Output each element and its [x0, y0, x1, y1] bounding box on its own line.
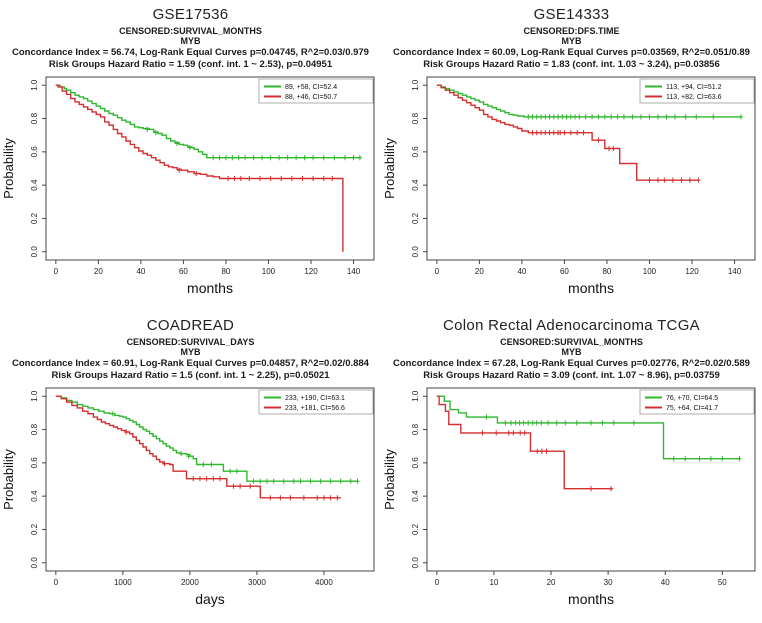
- svg-text:20: 20: [94, 267, 103, 276]
- svg-text:0: 0: [54, 578, 59, 587]
- hazard-ratio-stats-line: Risk Groups Hazard Ratio = 1.59 (conf. i…: [48, 59, 333, 70]
- svg-text:months: months: [187, 280, 233, 296]
- svg-text:75, +64, CI=41.7: 75, +64, CI=41.7: [666, 405, 718, 412]
- svg-text:0.8: 0.8: [30, 112, 39, 124]
- concordance-stats-line: Concordance Index = 60.09, Log-Rank Equa…: [393, 47, 750, 58]
- svg-text:0.6: 0.6: [411, 146, 420, 158]
- svg-text:0: 0: [435, 578, 440, 587]
- svg-text:1.0: 1.0: [411, 390, 420, 402]
- svg-text:233, +181, CI=56.6: 233, +181, CI=56.6: [285, 405, 345, 412]
- concordance-stats-line: Concordance Index = 56.74, Log-Rank Equa…: [12, 47, 369, 58]
- panel-colon-rectal-adenocarcinoma-tcga: Colon Rectal Adenocarcinoma TCGA CENSORE…: [381, 311, 762, 623]
- svg-text:0.4: 0.4: [30, 490, 39, 502]
- svg-text:1.0: 1.0: [411, 79, 420, 91]
- svg-text:0.4: 0.4: [411, 490, 420, 502]
- kaplan-meier-plot: 0 20 40 60 80 100 120 140 months 0.0 0.2 0.4 0.6 0.8 1…: [382, 76, 756, 296]
- svg-text:0.2: 0.2: [30, 523, 39, 535]
- svg-text:113, +82, CI=63.6: 113, +82, CI=63.6: [666, 94, 722, 101]
- svg-text:0.2: 0.2: [411, 212, 420, 224]
- censoring-variable-label: CENSORED:DFS.TIME: [523, 26, 620, 36]
- svg-text:0.6: 0.6: [30, 146, 39, 158]
- panel-title: GSE14333: [533, 6, 610, 23]
- svg-text:76, +70, CI=64.5: 76, +70, CI=64.5: [666, 395, 718, 402]
- svg-text:0.2: 0.2: [411, 523, 420, 535]
- svg-text:0.0: 0.0: [411, 557, 420, 569]
- svg-text:40: 40: [661, 578, 670, 587]
- censoring-variable-label: CENSORED:SURVIVAL_MONTHS: [119, 26, 262, 36]
- svg-text:89, +58, CI=52.4: 89, +58, CI=52.4: [285, 84, 337, 91]
- svg-text:0.2: 0.2: [30, 212, 39, 224]
- kaplan-meier-plot: 0 10 20 30 40 50 months 0.0 0.2 0.4 0.6 0.8 1.0 Proba…: [382, 387, 756, 607]
- hazard-ratio-stats-line: Risk Groups Hazard Ratio = 1.5 (conf. in…: [51, 370, 330, 381]
- svg-text:days: days: [195, 591, 225, 607]
- svg-text:months: months: [568, 280, 614, 296]
- svg-text:1.0: 1.0: [30, 79, 39, 91]
- svg-text:120: 120: [304, 267, 318, 276]
- svg-text:months: months: [568, 591, 614, 607]
- svg-text:0.6: 0.6: [30, 457, 39, 469]
- gene-symbol-label: MYB: [561, 36, 582, 46]
- kaplan-meier-plot: 0 20 40 60 80 100 120 140 months 0.0 0.2 0.4 0.6 0.8 1…: [1, 76, 375, 296]
- svg-text:40: 40: [136, 267, 145, 276]
- svg-text:2000: 2000: [181, 578, 199, 587]
- svg-text:Probability: Probability: [1, 449, 16, 510]
- svg-text:88, +46, CI=50.7: 88, +46, CI=50.7: [285, 94, 337, 101]
- svg-text:1.0: 1.0: [30, 390, 39, 402]
- svg-text:60: 60: [560, 267, 569, 276]
- svg-text:40: 40: [517, 267, 526, 276]
- svg-text:140: 140: [728, 267, 742, 276]
- svg-text:233, +190, CI=63.1: 233, +190, CI=63.1: [285, 395, 345, 402]
- svg-text:0.8: 0.8: [411, 112, 420, 124]
- svg-text:100: 100: [643, 267, 657, 276]
- svg-text:0.0: 0.0: [30, 246, 39, 258]
- svg-text:20: 20: [475, 267, 484, 276]
- svg-text:Probability: Probability: [382, 138, 397, 199]
- svg-text:100: 100: [262, 267, 276, 276]
- svg-text:30: 30: [604, 578, 613, 587]
- svg-text:50: 50: [718, 578, 727, 587]
- svg-text:10: 10: [489, 578, 498, 587]
- concordance-stats-line: Concordance Index = 60.91, Log-Rank Equa…: [12, 358, 369, 369]
- hazard-ratio-stats-line: Risk Groups Hazard Ratio = 3.09 (conf. i…: [423, 370, 720, 381]
- svg-text:0: 0: [435, 267, 440, 276]
- svg-text:3000: 3000: [248, 578, 266, 587]
- svg-text:0.8: 0.8: [30, 423, 39, 435]
- svg-text:80: 80: [221, 267, 230, 276]
- gene-symbol-label: MYB: [561, 347, 582, 357]
- panel-title: Colon Rectal Adenocarcinoma TCGA: [443, 317, 700, 334]
- concordance-stats-line: Concordance Index = 67.28, Log-Rank Equa…: [393, 358, 750, 369]
- panel-gse17536: GSE17536 CENSORED:SURVIVAL_MONTHS MYB Co…: [0, 0, 381, 311]
- kaplan-meier-plot: 0 1000 2000 3000 4000 days 0.0 0.2 0.4 0.6 0.8 1.0 P…: [1, 387, 375, 607]
- svg-text:0.0: 0.0: [411, 246, 420, 258]
- svg-text:0: 0: [54, 267, 59, 276]
- svg-text:0.0: 0.0: [30, 557, 39, 569]
- svg-text:20: 20: [547, 578, 556, 587]
- panel-title: GSE17536: [152, 6, 229, 23]
- svg-text:113, +94, CI=51.2: 113, +94, CI=51.2: [666, 84, 722, 91]
- svg-text:140: 140: [347, 267, 361, 276]
- svg-text:0.8: 0.8: [411, 423, 420, 435]
- censoring-variable-label: CENSORED:SURVIVAL_DAYS: [126, 337, 255, 347]
- svg-text:Probability: Probability: [382, 449, 397, 510]
- panel-gse14333: GSE14333 CENSORED:DFS.TIME MYB Concordan…: [381, 0, 762, 311]
- gene-symbol-label: MYB: [180, 36, 201, 46]
- hazard-ratio-stats-line: Risk Groups Hazard Ratio = 1.83 (conf. i…: [423, 59, 720, 70]
- censoring-variable-label: CENSORED:SURVIVAL_MONTHS: [500, 337, 643, 347]
- svg-text:0.4: 0.4: [411, 179, 420, 191]
- gene-symbol-label: MYB: [180, 347, 201, 357]
- svg-text:1000: 1000: [114, 578, 132, 587]
- panel-coadread: COADREAD CENSORED:SURVIVAL_DAYS MYB Conc…: [0, 311, 381, 623]
- svg-text:4000: 4000: [315, 578, 333, 587]
- svg-text:0.6: 0.6: [411, 457, 420, 469]
- svg-text:Probability: Probability: [1, 138, 16, 199]
- svg-text:120: 120: [685, 267, 699, 276]
- svg-text:80: 80: [602, 267, 611, 276]
- svg-text:60: 60: [179, 267, 188, 276]
- svg-text:0.4: 0.4: [30, 179, 39, 191]
- panel-title: COADREAD: [146, 317, 235, 334]
